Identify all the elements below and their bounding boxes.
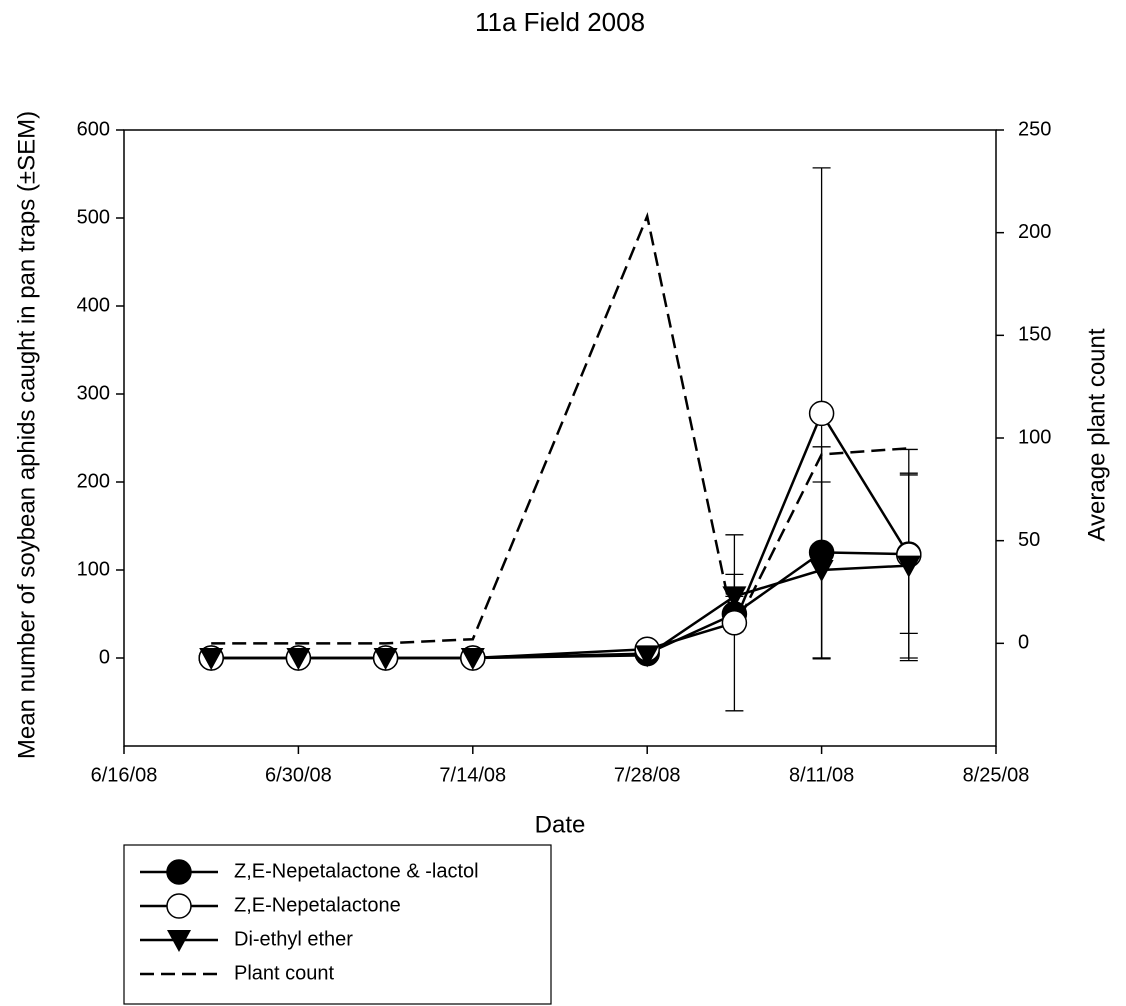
- y2-tick-label: 250: [1018, 118, 1051, 140]
- legend-marker: [167, 930, 191, 952]
- x-tick-label: 6/30/08: [265, 764, 332, 786]
- y-tick-label: 200: [77, 470, 110, 492]
- y2-tick-label: 100: [1018, 426, 1051, 448]
- y2-axis-label: Average plant count: [1083, 328, 1110, 541]
- legend-label: Plant count: [234, 962, 335, 984]
- marker: [808, 400, 835, 427]
- legend-label: Z,E-Nepetalactone & -lactol: [234, 860, 479, 882]
- marker: [809, 560, 834, 582]
- y-tick-label: 100: [77, 558, 110, 580]
- x-tick-label: 8/25/08: [963, 764, 1030, 786]
- y-tick-label: 300: [77, 382, 110, 404]
- y2-tick-label: 0: [1018, 632, 1029, 654]
- chart-title: 11a Field 2008: [475, 7, 645, 37]
- y-tick-label: 600: [77, 118, 110, 140]
- x-tick-label: 7/28/08: [614, 764, 681, 786]
- legend-label: Z,E-Nepetalactone: [234, 894, 401, 916]
- series-line: [211, 564, 909, 660]
- y-tick-label: 0: [99, 646, 110, 668]
- series-line: [211, 410, 910, 660]
- series-line: [211, 551, 909, 660]
- series-line: [211, 212, 909, 645]
- marker: [721, 610, 748, 636]
- x-tick-label: 6/16/08: [91, 764, 158, 786]
- marker: [635, 645, 660, 668]
- y2-tick-label: 200: [1018, 221, 1051, 243]
- y2-tick-label: 150: [1018, 324, 1051, 346]
- marker: [286, 648, 311, 670]
- legend-label: Di-ethyl ether: [234, 928, 353, 950]
- legend-box: [123, 844, 552, 1005]
- x-tick-label: 8/11/08: [789, 764, 854, 786]
- x-axis-label: Date: [535, 811, 586, 838]
- y2-tick-label: 50: [1018, 529, 1040, 551]
- marker: [460, 648, 485, 670]
- marker: [896, 555, 921, 578]
- y-axis-label: Mean number of soybean aphids caught in …: [13, 111, 40, 759]
- legend-marker: [166, 893, 192, 919]
- marker: [373, 648, 398, 670]
- y-tick-label: 500: [77, 206, 110, 228]
- x-tick-label: 7/14/08: [439, 764, 506, 786]
- y-tick-label: 400: [77, 294, 110, 316]
- marker: [722, 586, 747, 609]
- legend-marker: [166, 859, 192, 885]
- marker: [199, 648, 224, 670]
